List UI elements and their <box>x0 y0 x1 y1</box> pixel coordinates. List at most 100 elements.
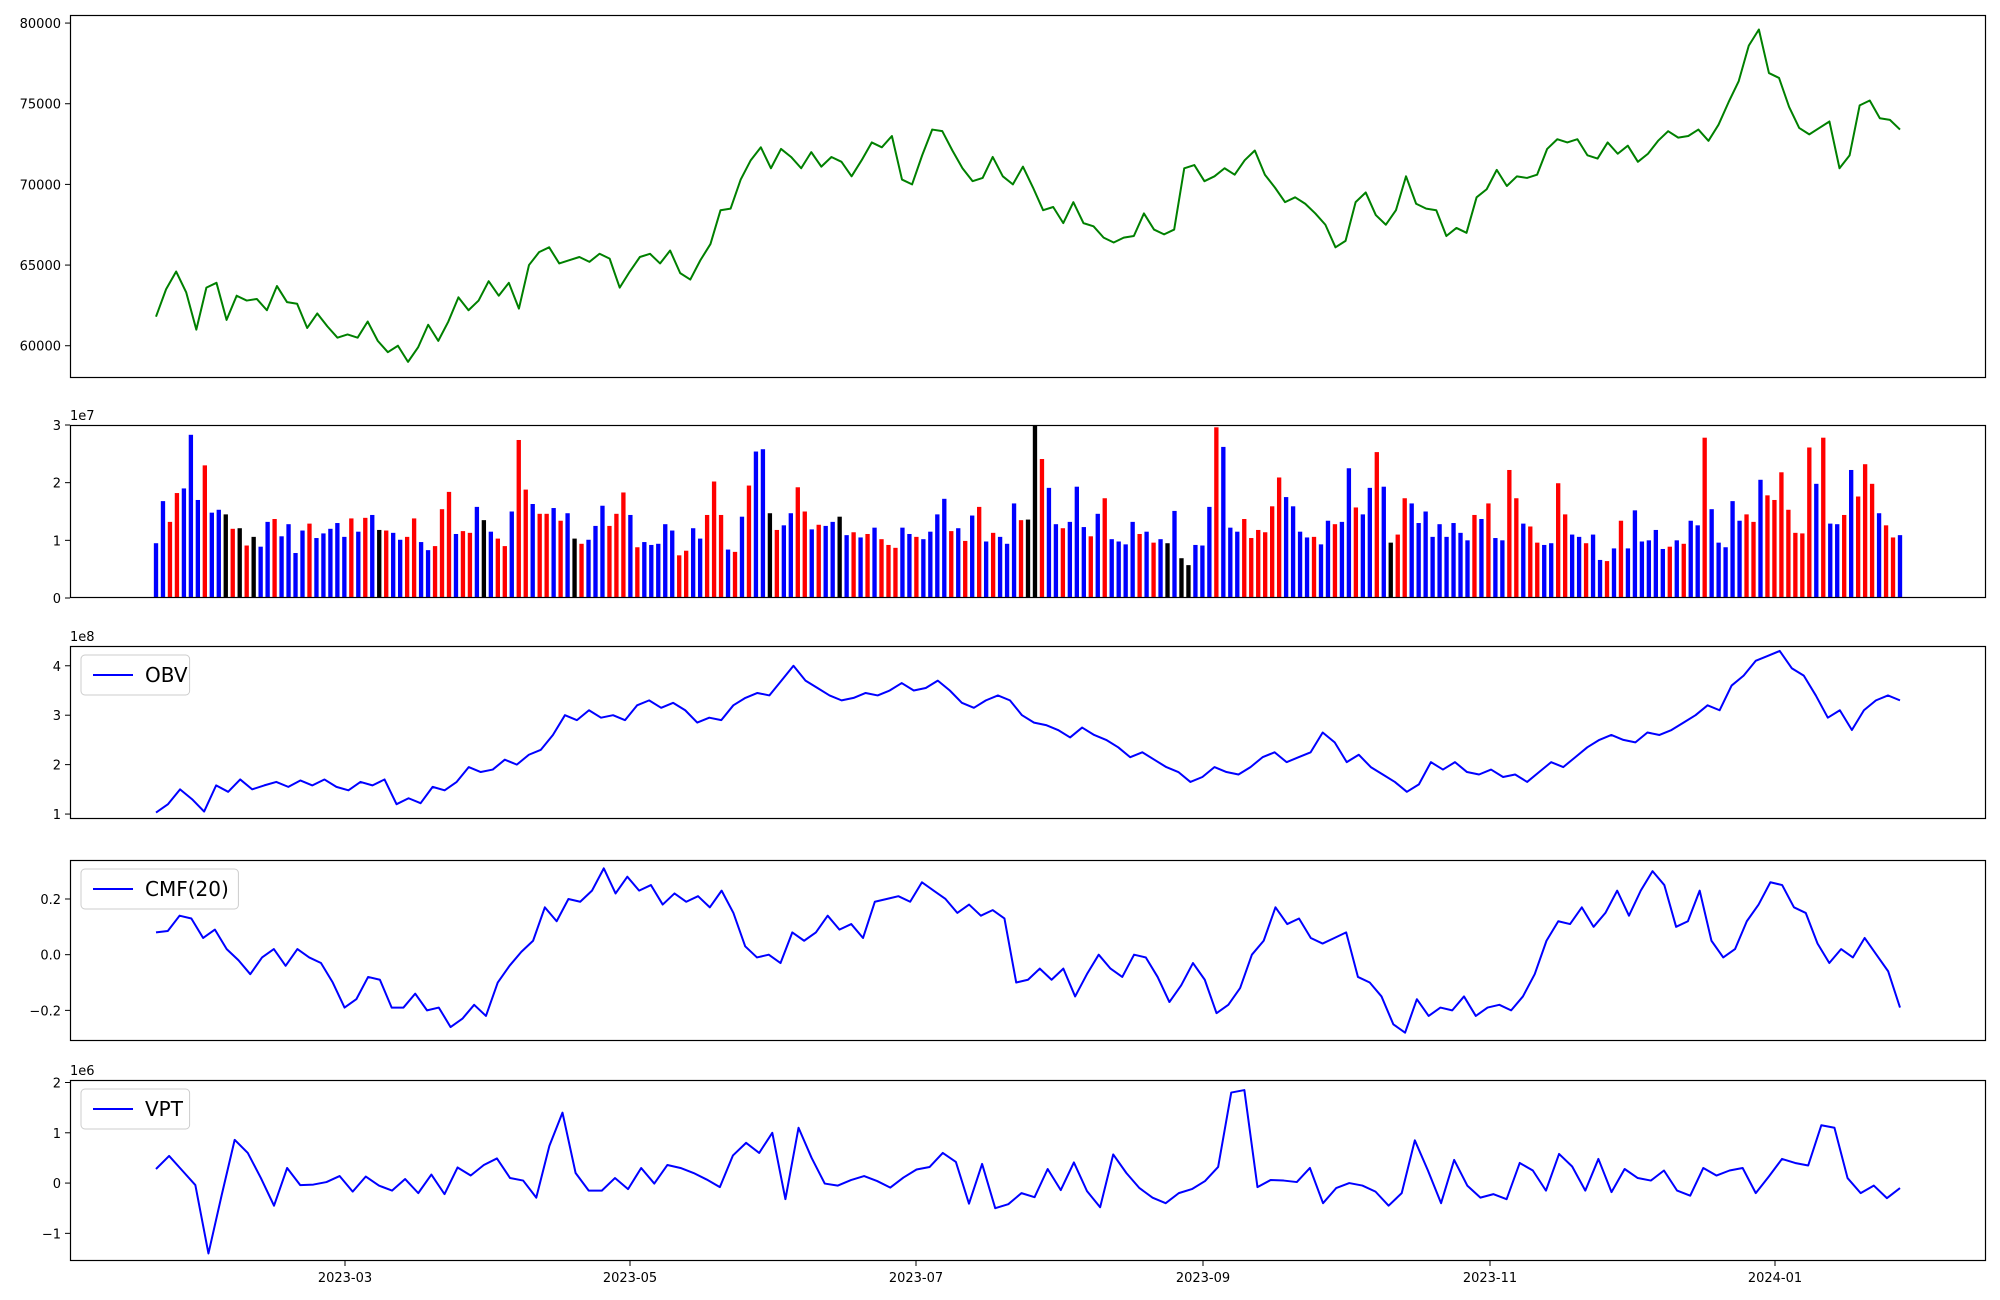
volume-bar <box>746 485 752 598</box>
volume-bar <box>411 518 417 598</box>
volume-bar <box>879 539 884 598</box>
volume-bar <box>983 541 989 598</box>
y-tick-label: 60000 <box>20 340 61 355</box>
volume-bar <box>900 527 905 598</box>
volume-bar <box>1214 427 1219 598</box>
y-tick-label: −1 <box>42 1227 61 1242</box>
volume-bar <box>1583 543 1589 598</box>
volume-bar <box>1276 477 1282 598</box>
volume-bar <box>404 536 410 598</box>
volume-bar <box>1660 548 1665 598</box>
y-tick-label: 0.0 <box>40 949 61 964</box>
volume-bar <box>1486 503 1491 598</box>
volume-bar <box>349 518 354 598</box>
volume-bar <box>1235 531 1240 598</box>
volume-bar <box>1758 479 1763 598</box>
volume-bar <box>418 542 424 598</box>
volume-bar <box>823 525 828 598</box>
volume-bar <box>809 529 814 598</box>
volume-bar <box>1158 539 1163 598</box>
volume-bar <box>391 532 396 598</box>
volume-bar <box>739 516 745 598</box>
volume-bar <box>732 551 738 598</box>
volume-bar <box>1744 514 1749 598</box>
volume-bar <box>1437 524 1442 598</box>
y-tick-label: 1 <box>53 534 61 549</box>
volume-bar <box>635 547 640 598</box>
volume-bar <box>774 529 780 598</box>
volume-bar <box>565 513 570 598</box>
volume-bar <box>1849 469 1854 598</box>
volume-bar <box>1179 558 1184 598</box>
volume-bar <box>537 513 542 598</box>
legend: OBV <box>80 654 191 696</box>
volume-bar <box>907 533 912 598</box>
volume-bar <box>167 521 173 598</box>
volume-bar <box>928 531 933 598</box>
volume-bar <box>467 532 473 598</box>
volume-bar <box>914 536 919 598</box>
volume-bar <box>202 465 207 598</box>
volume-bar <box>1842 514 1847 598</box>
volume-bar <box>614 513 619 598</box>
y-tick-label: 2 <box>53 1077 61 1092</box>
y-tick-label: 1 <box>53 1127 61 1142</box>
legend-label: OBV <box>145 663 188 687</box>
volume-bar <box>802 511 807 598</box>
volume-bar <box>286 524 291 598</box>
volume-bar <box>858 537 863 598</box>
volume-bar <box>1039 459 1045 598</box>
volume-bar <box>1786 509 1791 598</box>
volume-bar <box>767 513 773 598</box>
volume-bar <box>677 555 682 598</box>
volume-bar <box>621 492 626 598</box>
volume-bar <box>558 520 563 598</box>
volume-bar <box>1367 487 1372 598</box>
price-line <box>155 28 1901 363</box>
volume-bar <box>1402 498 1407 598</box>
volume-bar <box>1549 543 1554 598</box>
volume-bar <box>781 525 787 598</box>
volume-bar <box>1102 498 1107 598</box>
volume-bar <box>1109 539 1114 598</box>
volume-bar <box>356 531 361 598</box>
volume-bar <box>1723 547 1728 598</box>
y-tick-label: 0 <box>53 592 61 607</box>
volume-bar <box>1835 524 1840 598</box>
volume-bar <box>670 530 675 598</box>
volume-bar <box>244 545 249 598</box>
volume-bar <box>1730 501 1735 598</box>
volume-bar <box>1458 532 1463 598</box>
volume-bar <box>956 528 961 598</box>
volume-bar <box>1172 510 1177 598</box>
volume-bar <box>328 528 333 598</box>
volume-bar <box>1088 536 1093 598</box>
volume-bar <box>1862 464 1868 598</box>
volume-bar <box>1018 520 1024 598</box>
volume-bar <box>1465 540 1470 598</box>
volume-bar <box>1270 506 1275 598</box>
volume-bar <box>488 531 494 598</box>
volume-bar <box>1493 538 1498 598</box>
volume-bar <box>1814 483 1819 598</box>
volume-bar <box>1060 528 1066 598</box>
volume-bar <box>495 538 500 598</box>
volume-bar <box>697 538 703 598</box>
volume-bar <box>1332 524 1338 598</box>
volume-bar <box>1702 437 1707 598</box>
volume-bar <box>237 528 242 598</box>
volume-bar <box>1144 531 1149 598</box>
y-tick-label: 0 <box>53 1177 61 1192</box>
volume-bar <box>209 512 214 598</box>
volume-bar <box>1569 534 1575 598</box>
volume-bar <box>1130 521 1135 598</box>
y-tick-label: 0.2 <box>40 893 61 908</box>
volume-bar <box>977 506 982 598</box>
volume-bar <box>1876 513 1882 598</box>
volume-bar <box>265 521 270 598</box>
volume-bar <box>656 543 661 598</box>
cmf-20-line <box>155 867 1901 1034</box>
volume-bar <box>251 536 256 598</box>
volume-bar <box>1221 446 1226 598</box>
volume-bar <box>272 519 277 598</box>
